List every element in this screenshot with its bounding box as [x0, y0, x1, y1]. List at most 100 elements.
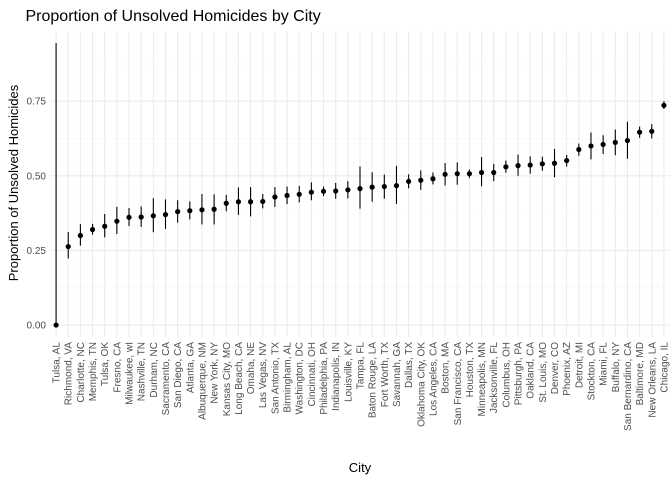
chart-title: Proportion of Unsolved Homicides by City	[26, 8, 321, 25]
x-tick-label: Omaha, NE	[246, 342, 257, 395]
data-point	[539, 161, 545, 167]
x-tick-label: Long Beach, CA	[234, 342, 245, 415]
x-tick-label: Oklahoma City, OK	[416, 342, 427, 427]
x-tick-label: Stockton, CA	[586, 342, 597, 401]
x-tick-label: Charlotte, NC	[76, 342, 87, 403]
data-point	[235, 199, 242, 205]
x-tick-label: Houston, TX	[465, 342, 476, 398]
x-tick-label: Las Vegas, NV	[258, 342, 269, 408]
data-point	[357, 186, 363, 192]
y-tick-label: 0.50	[27, 171, 47, 182]
x-tick-label: Philadelphia, PA	[319, 342, 330, 415]
data-point	[515, 163, 521, 169]
data-point	[478, 169, 485, 176]
x-tick-label: Cincinnati, OH	[307, 342, 318, 406]
y-tick-label: 0.75	[27, 97, 47, 108]
grid-lines	[50, 31, 670, 337]
data-point	[162, 212, 169, 218]
data-point	[53, 322, 59, 328]
data-point	[187, 208, 193, 214]
x-tick-label: Washington, DC	[295, 342, 306, 414]
data-point	[223, 200, 229, 206]
data-point	[199, 207, 205, 213]
x-tick-label: Buffalo, NY	[611, 342, 622, 393]
x-tick-label: Birmingham, AL	[283, 342, 294, 413]
x-tick-label: Baltimore, MD	[635, 342, 646, 405]
data-point	[600, 141, 606, 148]
data-point	[260, 198, 266, 205]
data-point	[466, 171, 473, 177]
x-tick-label: Jacksonville, FL	[489, 342, 500, 414]
x-tick-label: Denver, CO	[550, 342, 561, 394]
x-tick-label: San Diego, CA	[173, 342, 184, 408]
y-tick-label: 0.00	[27, 321, 47, 332]
x-tick-label: Savannah, GA	[392, 342, 403, 407]
data-point	[418, 177, 424, 183]
x-tick-label: Detroit, MI	[574, 342, 585, 388]
x-tick-label: Baton Rouge, LA	[368, 342, 379, 418]
data-point	[308, 189, 314, 195]
data-point	[114, 218, 120, 224]
data-point	[369, 184, 375, 190]
x-axis-title: City	[349, 460, 372, 475]
x-tick-label: Tulsa, OK	[100, 342, 111, 386]
x-tick-label: Albuquerque, NM	[197, 342, 208, 420]
x-tick-label: Richmond, VA	[64, 342, 75, 406]
data-point	[661, 102, 667, 108]
data-point	[406, 178, 412, 185]
x-tick-label: St. Louis, MO	[538, 342, 549, 403]
x-tick-label: Kansas City, MO	[222, 342, 233, 416]
x-tick-label: Memphis, TN	[88, 342, 99, 401]
data-point	[272, 194, 278, 200]
data-points	[53, 102, 667, 328]
x-tick-label: Boston, MA	[441, 342, 452, 394]
x-tick-label: Pittsburgh, PA	[514, 342, 525, 406]
x-tick-label: New Orleans, LA	[647, 342, 658, 418]
y-tick-label: 0.25	[27, 246, 47, 257]
data-point	[393, 183, 400, 189]
x-tick-label: Nashville, TN	[137, 342, 148, 401]
x-tick-label: Dallas, TX	[404, 342, 415, 388]
x-tick-label: Tampa, FL	[356, 342, 367, 390]
x-tick-label: Phoenix, AZ	[562, 342, 573, 396]
data-point	[333, 188, 339, 194]
x-tick-label: Minneapolis, MN	[477, 342, 488, 416]
x-tick-label: San Bernardino, CA	[623, 342, 634, 431]
x-tick-label: Miami, FL	[599, 342, 610, 386]
x-tick-label: Tulsa, AL	[52, 342, 63, 384]
data-point	[491, 169, 497, 176]
data-point	[381, 183, 387, 190]
data-point	[296, 191, 302, 197]
data-point	[247, 199, 254, 205]
data-point	[138, 214, 144, 220]
data-point	[102, 223, 108, 229]
x-tick-label: San Antonio, TX	[270, 342, 281, 414]
x-tick-label: Oakland, CA	[526, 342, 537, 399]
x-tick-label: Columbus, OH	[501, 342, 512, 408]
data-point	[527, 162, 533, 168]
x-axis-ticks: Tulsa, AL Richmond, VA Charlotte, NC Memphi…	[52, 342, 671, 431]
x-tick-label: Milwaukee, wI	[125, 342, 136, 405]
data-point	[503, 164, 509, 170]
data-point	[65, 243, 71, 250]
data-point	[150, 213, 156, 219]
data-point	[588, 143, 594, 149]
data-point	[454, 171, 460, 177]
x-tick-label: San Francisco, CA	[453, 342, 464, 426]
y-axis-title: Proportion of Unsolved Homicides	[6, 84, 21, 281]
data-point	[637, 129, 643, 135]
data-point	[551, 160, 558, 166]
x-tick-label: Fresno, CA	[112, 342, 123, 393]
x-tick-label: Atlanta, GA	[185, 342, 196, 393]
data-point	[320, 188, 327, 194]
x-tick-label: Fort Worth, TX	[380, 342, 391, 408]
x-tick-label: Chicago, IL	[659, 342, 670, 393]
x-tick-label: Sacramento, CA	[161, 342, 172, 416]
data-point	[442, 171, 448, 177]
data-point	[284, 192, 290, 199]
x-tick-label: Louisville, KY	[343, 342, 354, 402]
data-point	[624, 137, 631, 144]
x-tick-label: Indianapolis, IN	[331, 342, 342, 411]
data-point	[564, 157, 570, 164]
